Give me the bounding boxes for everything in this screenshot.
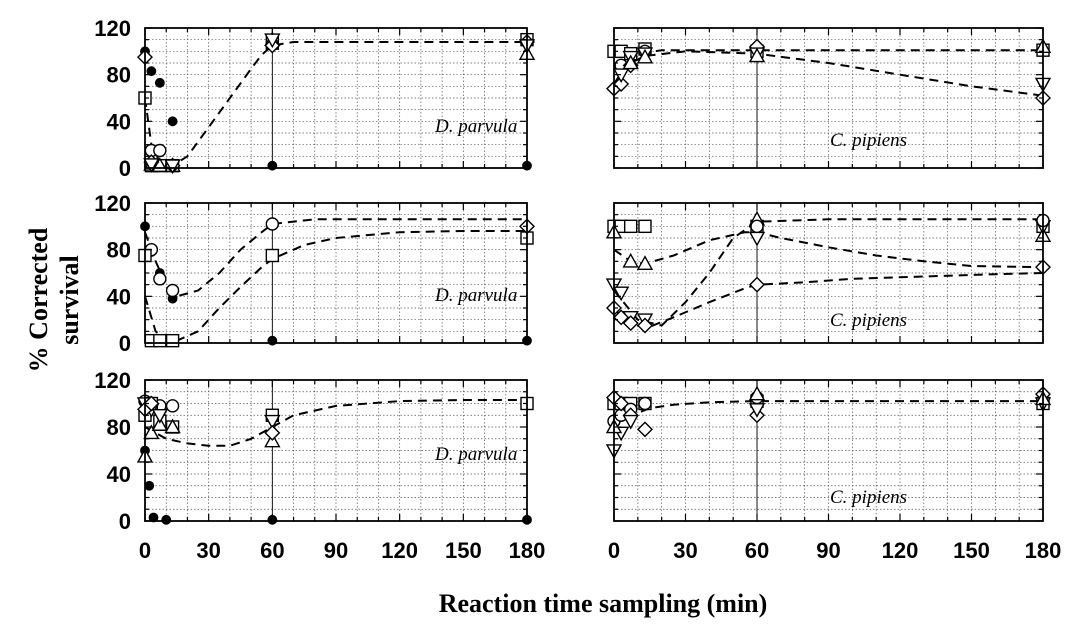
- chart-panel: C. pipiens: [606, 27, 1052, 169]
- data-point-open-triangle-up: [143, 424, 160, 440]
- chart-panel: C. pipiens: [605, 202, 1052, 344]
- data-point-open-circle: [265, 217, 280, 231]
- data-point-open-square: [153, 333, 167, 348]
- y-tick-label: 120: [94, 191, 131, 216]
- data-point-open-triangle-up: [748, 47, 766, 63]
- x-tick-label: 120: [381, 538, 418, 563]
- y-tick-label: 0: [119, 509, 131, 534]
- species-label: D. parvula: [434, 444, 517, 465]
- y-axis-title-line1: % Corrected: [24, 227, 53, 372]
- data-point-open-triangle-up: [636, 255, 654, 270]
- data-point-open-triangle-down: [748, 231, 766, 247]
- x-tick-label: 60: [745, 538, 769, 563]
- data-point-open-circle: [153, 143, 167, 158]
- data-point-open-square: [623, 219, 638, 234]
- data-point-open-diamond: [264, 424, 281, 441]
- y-tick-label: 40: [107, 462, 131, 487]
- y-tick-label: 0: [119, 331, 131, 356]
- data-point-open-triangle-up: [748, 385, 766, 401]
- data-point-open-circle: [638, 396, 652, 411]
- data-point-open-square: [265, 248, 280, 263]
- data-point-open-triangle-up: [622, 252, 639, 268]
- y-tick-label: 120: [94, 16, 131, 41]
- data-point-open-triangle-down: [264, 414, 281, 430]
- data-point-open-diamond: [613, 395, 630, 412]
- species-label: D. parvula: [434, 116, 517, 137]
- x-tick-label: 150: [953, 538, 990, 563]
- fit-curve: [144, 41, 527, 167]
- data-point-open-triangle-down: [612, 68, 630, 84]
- data-point-open-square: [638, 219, 652, 234]
- x-tick-label: 180: [1025, 538, 1062, 563]
- data-point-open-diamond: [749, 276, 765, 293]
- data-point-open-triangle-up: [151, 416, 169, 431]
- data-point-filled-circle: [146, 66, 157, 77]
- data-point-open-triangle-up: [164, 418, 181, 434]
- data-point-open-triangle-up: [622, 54, 639, 70]
- chart-panels: D. parvula 0 40 80 120 C. pipiens D. parvula 0 4…: [94, 16, 1061, 563]
- data-point-open-diamond: [613, 76, 630, 92]
- x-tick-label: 90: [816, 538, 840, 563]
- x-tick-label: 30: [196, 538, 220, 563]
- x-tick-label: 120: [882, 538, 919, 563]
- data-point-open-triangle-up: [636, 48, 654, 64]
- data-point-open-circle: [153, 272, 167, 286]
- chart-panel: D. parvula 0 40 80 120: [94, 191, 535, 356]
- data-point-open-diamond: [636, 317, 653, 334]
- data-point-open-circle: [750, 219, 764, 234]
- y-tick-label: 80: [107, 63, 131, 88]
- x-tick-label: 150: [445, 538, 482, 563]
- data-point-open-square: [165, 333, 180, 348]
- chart-panel: C. pipiens 0 30 60 90 120 150 180: [605, 379, 1062, 563]
- data-point-filled-circle: [154, 77, 165, 88]
- data-point-open-triangle-down: [164, 159, 181, 175]
- x-tick-label: 0: [608, 538, 620, 563]
- species-label: C. pipiens: [830, 310, 907, 331]
- x-tick-label: 0: [139, 538, 151, 563]
- data-point-filled-circle: [167, 116, 178, 127]
- data-point-open-diamond: [622, 315, 639, 332]
- y-tick-label: 40: [107, 109, 131, 134]
- data-point-open-diamond: [143, 395, 160, 412]
- data-point-open-circle: [165, 283, 180, 298]
- species-label: C. pipiens: [830, 487, 907, 508]
- x-tick-label: 60: [260, 538, 284, 563]
- species-label: D. parvula: [434, 285, 517, 306]
- data-point-open-triangle-down: [143, 158, 160, 173]
- x-tick-label: 30: [673, 538, 697, 563]
- data-point-open-triangle-down: [622, 414, 639, 430]
- data-point-open-diamond: [613, 309, 630, 326]
- x-axis-title: Reaction time sampling (min): [439, 589, 768, 618]
- y-axis-title-line2: survival: [55, 255, 84, 345]
- data-point-open-triangle-down: [151, 408, 169, 424]
- data-point-open-diamond: [636, 421, 653, 438]
- x-tick-label: 180: [509, 538, 546, 563]
- y-tick-label: 40: [107, 284, 131, 309]
- species-label: C. pipiens: [830, 130, 907, 151]
- data-point-open-triangle-down: [748, 403, 766, 418]
- chart-panel: D. parvula 0 40 80 120 0 30 60 90 120 150 180: [94, 368, 545, 563]
- y-tick-label: 0: [119, 156, 131, 181]
- data-point-open-triangle-down: [612, 286, 630, 302]
- x-tick-label: 90: [324, 538, 348, 563]
- chart-panel: D. parvula 0 40 80 120: [94, 16, 536, 181]
- y-tick-label: 80: [107, 238, 131, 263]
- data-point-open-circle: [165, 399, 180, 413]
- y-tick-label: 80: [107, 415, 131, 440]
- y-tick-label: 120: [94, 368, 131, 393]
- fit-curve: [144, 399, 527, 447]
